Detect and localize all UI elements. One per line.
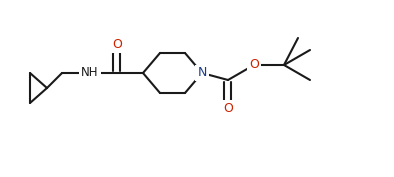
Text: O: O xyxy=(223,101,233,115)
Text: O: O xyxy=(249,59,259,72)
Text: O: O xyxy=(112,39,122,52)
Text: N: N xyxy=(197,67,207,79)
Text: NH: NH xyxy=(81,67,99,79)
